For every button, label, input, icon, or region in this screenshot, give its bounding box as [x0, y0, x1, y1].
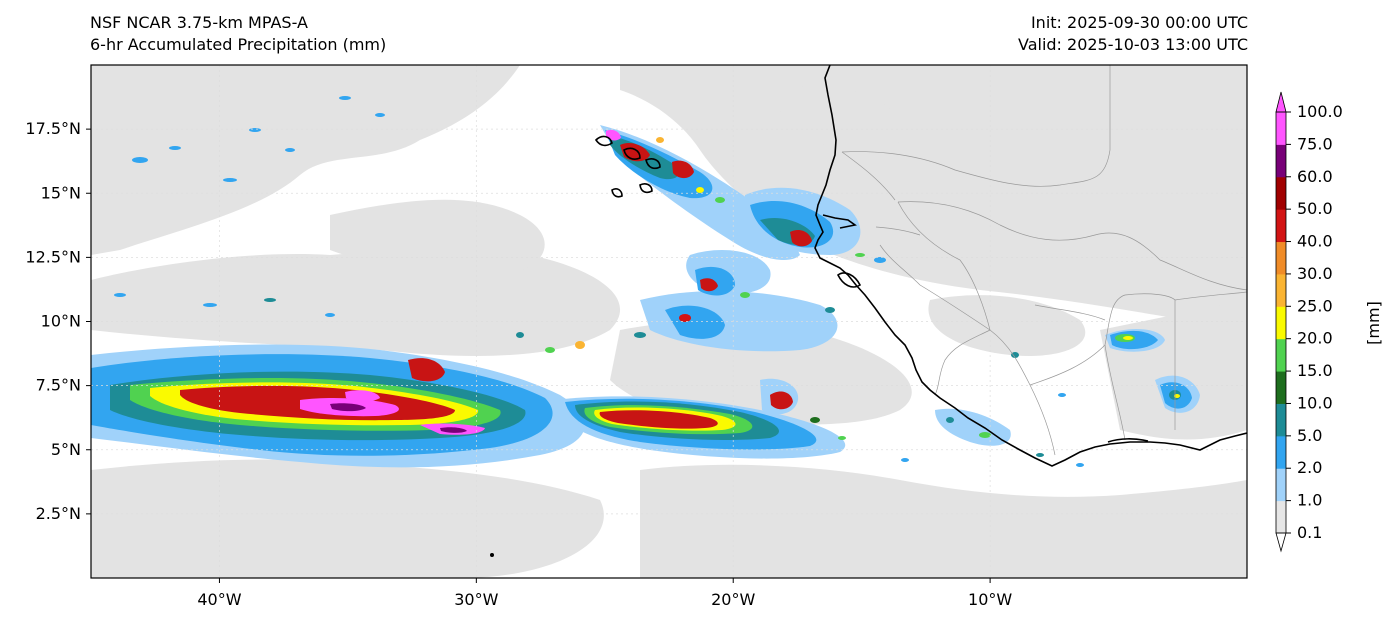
title-model: NSF NCAR 3.75-km MPAS-A [90, 13, 308, 32]
colorbar-tick-label: 100.0 [1297, 102, 1343, 121]
longitude-axis: 40°W 30°W 20°W 10°W [197, 578, 1012, 609]
map-area[interactable] [91, 65, 1247, 578]
latitude-axis: 2.5°N 5°N 7.5°N 10°N 12.5°N 15°N 17.5°N [25, 119, 91, 523]
lon-tick-label: 30°W [454, 590, 498, 609]
colorbar-tick-label: 40.0 [1297, 232, 1333, 251]
colorbar-tick-label: 25.0 [1297, 296, 1333, 315]
lon-tick-label: 10°W [968, 590, 1012, 609]
colorbar-segment [1276, 468, 1286, 502]
colorbar-segment [1276, 144, 1286, 178]
colorbar-tick-label: 75.0 [1297, 134, 1333, 153]
colorbar-segment [1276, 209, 1286, 243]
lat-tick-label: 2.5°N [36, 504, 81, 523]
colorbar-tick-label: 20.0 [1297, 329, 1333, 348]
lat-tick-label: 12.5°N [25, 247, 81, 266]
colorbar-tick-label: 60.0 [1297, 167, 1333, 186]
plot-title: NSF NCAR 3.75-km MPAS-A 6-hr Accumulated… [90, 12, 386, 56]
lat-tick-label: 17.5°N [25, 119, 81, 138]
colorbar-tick-label: 10.0 [1297, 393, 1333, 412]
colorbar-segment [1276, 273, 1286, 307]
colorbar-segment [1276, 176, 1286, 210]
country-borders [841, 65, 1247, 456]
colorbar-tick-label: 50.0 [1297, 199, 1333, 218]
colorbar-tick-label: 2.0 [1297, 458, 1322, 477]
title-field: 6-hr Accumulated Precipitation (mm) [90, 35, 387, 54]
lon-tick-label: 20°W [711, 590, 755, 609]
lat-tick-label: 5°N [51, 440, 81, 459]
lat-tick-label: 10°N [41, 312, 81, 331]
colorbar-segment [1276, 371, 1286, 404]
colorbar-segment [1276, 241, 1286, 275]
scattered-cells-layer [114, 96, 1181, 557]
lon-tick-label: 40°W [197, 590, 241, 609]
lat-tick-label: 7.5°N [36, 376, 81, 395]
colorbar-segment [1276, 338, 1286, 372]
colorbar-segment [1276, 500, 1286, 534]
lat-tick-label: 15°N [41, 183, 81, 202]
plot-times: Init: 2025-09-30 00:00 UTC Valid: 2025-1… [1018, 12, 1248, 56]
colorbar-tick-label: 30.0 [1297, 264, 1333, 283]
colorbar-tick-label: 1.0 [1297, 491, 1322, 510]
valid-time: Valid: 2025-10-03 13:00 UTC [1017, 35, 1248, 54]
trace-precip-layer [91, 65, 1247, 578]
colorbar-tick-label: 5.0 [1297, 426, 1322, 445]
colorbar: 0.1 1.0 2.0 5.0 10.0 15.0 20.0 25.0 30.0 40.0 50.0… [1275, 91, 1343, 553]
coastline [594, 65, 1247, 467]
colorbar-extend-min [1275, 532, 1287, 553]
colorbar-segment [1276, 112, 1286, 145]
gridlines [91, 65, 1247, 578]
colorbar-segment [1276, 306, 1286, 340]
colorbar-tick-label: 0.1 [1297, 523, 1322, 542]
colorbar-segment [1276, 435, 1286, 469]
colorbar-segment [1276, 403, 1286, 437]
colorbar-frame [1275, 111, 1287, 534]
colorbar-tick-label: 15.0 [1297, 361, 1333, 380]
colorbar-unit-label: [mm] [1364, 301, 1383, 345]
init-time: Init: 2025-09-30 00:00 UTC [1030, 13, 1248, 32]
colorbar-extend-max [1275, 91, 1287, 113]
intense-core-layer [330, 403, 467, 433]
